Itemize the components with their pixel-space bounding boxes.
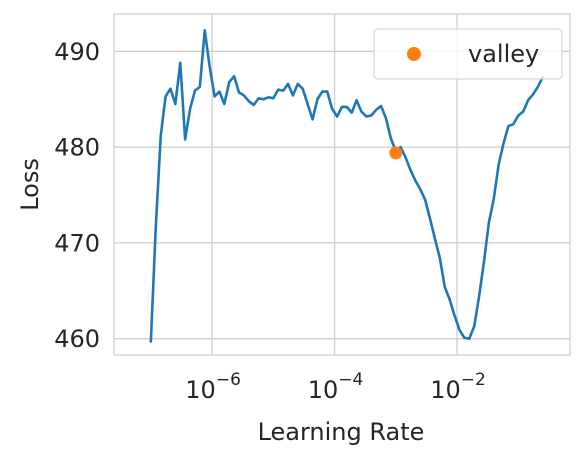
y-axis-label: Loss bbox=[16, 158, 44, 211]
y-tick-label: 460 bbox=[54, 325, 100, 353]
legend-valley-swatch bbox=[407, 47, 421, 61]
x-tick-label: 10−4 bbox=[308, 370, 364, 404]
legend-valley-label: valley bbox=[468, 40, 539, 68]
y-tick-label: 480 bbox=[54, 134, 100, 162]
x-axis-label: Learning Rate bbox=[258, 418, 425, 446]
valley-point bbox=[389, 146, 402, 159]
legend: valley bbox=[374, 29, 562, 79]
valley-markers bbox=[389, 146, 402, 159]
y-tick-label: 490 bbox=[54, 38, 100, 66]
y-tick-label: 470 bbox=[54, 229, 100, 257]
x-tick-label: 10−6 bbox=[185, 370, 241, 404]
x-tick-label: 10−2 bbox=[430, 370, 486, 404]
tick-labels: 10−6 10−4 10−2 460 470 480 490 bbox=[54, 38, 486, 404]
